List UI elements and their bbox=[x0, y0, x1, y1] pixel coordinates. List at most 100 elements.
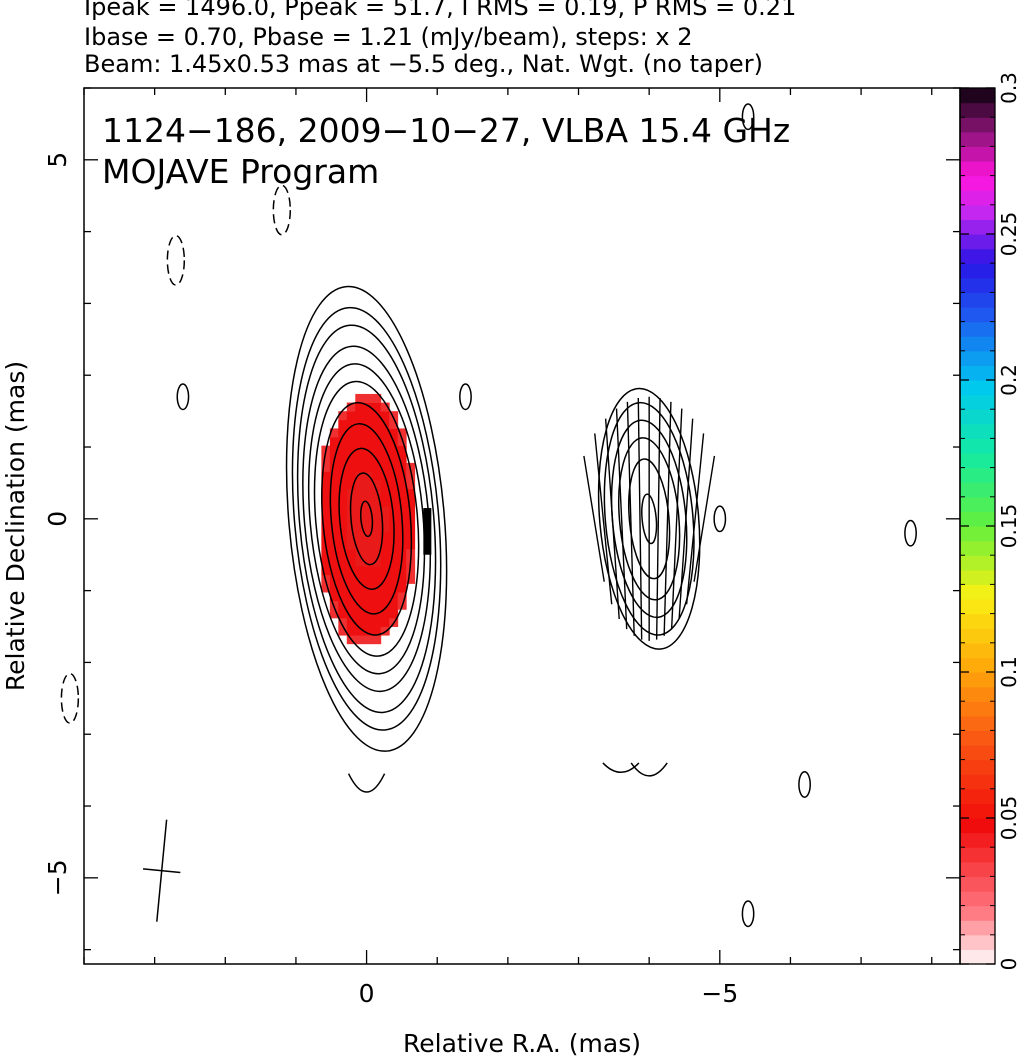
polarization-pixel bbox=[338, 428, 348, 438]
beam-minor-axis bbox=[143, 868, 181, 874]
polarization-pixel bbox=[380, 600, 390, 610]
colorbar-tick-label: 0.05 bbox=[997, 796, 1021, 841]
polarization-pixel bbox=[363, 488, 373, 498]
polarization-pixel bbox=[380, 566, 390, 576]
polarization-pixel bbox=[355, 592, 365, 602]
polarization-pixel bbox=[329, 514, 339, 524]
colorbar-step bbox=[960, 686, 995, 702]
polarization-pixel bbox=[355, 497, 365, 507]
polarization-pixel bbox=[397, 480, 407, 490]
polarization-pixel bbox=[338, 549, 348, 559]
contour-island bbox=[741, 900, 755, 928]
polarization-pixel bbox=[338, 437, 348, 447]
polarization-pixel bbox=[389, 462, 399, 472]
contour-island bbox=[741, 103, 755, 131]
polarization-pixel bbox=[329, 462, 339, 472]
polarization-pixel bbox=[338, 454, 348, 464]
evpa-vector bbox=[604, 418, 620, 620]
colorbar-tick-label: 0.2 bbox=[997, 364, 1021, 396]
colorbar-step bbox=[960, 745, 995, 761]
polarization-pixel bbox=[363, 402, 373, 412]
contour-tail bbox=[630, 762, 668, 777]
polarization-pixel bbox=[329, 557, 339, 567]
polarization-pixel bbox=[406, 505, 416, 515]
evpa-vector bbox=[663, 401, 672, 636]
polarization-pixel bbox=[355, 411, 365, 421]
polarization-pixel bbox=[338, 574, 348, 584]
polarization-pixel bbox=[363, 428, 373, 438]
chart-title: 1124−186, 2009−10−27, VLBA 15.4 GHz bbox=[102, 111, 790, 150]
colorbar-step bbox=[960, 482, 995, 498]
polarization-pixel bbox=[321, 454, 331, 464]
polarization-pixel bbox=[338, 609, 348, 619]
polarization-pixel bbox=[329, 428, 339, 438]
polarization-pixel bbox=[338, 419, 348, 429]
colorbar-step bbox=[960, 277, 995, 293]
colorbar-step bbox=[960, 131, 995, 147]
evpa-vector bbox=[693, 455, 716, 582]
polarization-pixel bbox=[389, 454, 399, 464]
polarization-pixel bbox=[372, 428, 382, 438]
polarization-pixel bbox=[321, 531, 331, 541]
polarization-pixel bbox=[397, 592, 407, 602]
polarization-pixel bbox=[346, 540, 356, 550]
polarization-pixel bbox=[338, 566, 348, 576]
polarization-pixel bbox=[363, 609, 373, 619]
evpa-vector bbox=[615, 408, 628, 630]
colorbar-tick-label: 0.3 bbox=[997, 72, 1021, 104]
polarization-pixel bbox=[406, 531, 416, 541]
colorbar-step bbox=[960, 146, 995, 162]
polarization-pixel bbox=[355, 557, 365, 567]
y-tick-label: 5 bbox=[43, 152, 72, 168]
polarization-pixel bbox=[372, 480, 382, 490]
colorbar-step bbox=[960, 540, 995, 556]
polarization-pixel bbox=[380, 411, 390, 421]
polarized-intensity-region bbox=[321, 393, 432, 645]
core-contour bbox=[313, 380, 420, 657]
colorbar-gradient bbox=[960, 88, 995, 965]
polarization-pixel bbox=[329, 531, 339, 541]
polarization-pixel bbox=[338, 592, 348, 602]
colorbar-step bbox=[960, 526, 995, 542]
polarization-pixel bbox=[363, 574, 373, 584]
polarization-pixel bbox=[389, 428, 399, 438]
polarization-pixel bbox=[346, 557, 356, 567]
colorbar-step bbox=[960, 949, 995, 965]
contour-island bbox=[459, 383, 472, 411]
core-contour bbox=[296, 324, 437, 714]
polarization-pixel bbox=[355, 462, 365, 472]
colorbar-step bbox=[960, 628, 995, 644]
plot-frame bbox=[83, 87, 961, 965]
polarization-pixel bbox=[389, 411, 399, 421]
core-contour bbox=[338, 447, 395, 590]
evpa-vector bbox=[626, 401, 635, 636]
contour-tail bbox=[347, 773, 386, 793]
contour-island bbox=[176, 383, 190, 411]
colorbar-step bbox=[960, 161, 995, 177]
polarization-pixel bbox=[363, 514, 373, 524]
colorbar-step bbox=[960, 701, 995, 717]
evpa-vector bbox=[655, 397, 661, 640]
colorbar-tick-label: 0 bbox=[997, 958, 1021, 971]
polarization-pixel bbox=[363, 462, 373, 472]
polarization-pixel bbox=[346, 583, 356, 593]
polarization-pixel bbox=[321, 583, 331, 593]
polarization-pixel bbox=[397, 445, 407, 455]
polarization-pixel bbox=[355, 626, 365, 636]
colorbar-step bbox=[960, 321, 995, 337]
colorbar-step bbox=[960, 336, 995, 352]
y-axis-label: Relative Declination (mas) bbox=[1, 361, 30, 691]
colorbar-step bbox=[960, 190, 995, 206]
colorbar-step bbox=[960, 175, 995, 191]
colorbar-step bbox=[960, 642, 995, 658]
polarization-pixel bbox=[355, 609, 365, 619]
polarization-pixel bbox=[338, 557, 348, 567]
polarization-pixel bbox=[372, 402, 382, 412]
axis-ticks bbox=[83, 87, 960, 964]
polarization-pixel bbox=[397, 428, 407, 438]
polarization-pixel bbox=[380, 505, 390, 515]
polarization-pixel bbox=[329, 488, 339, 498]
polarization-pixel bbox=[346, 419, 356, 429]
polarization-pixel bbox=[380, 583, 390, 593]
